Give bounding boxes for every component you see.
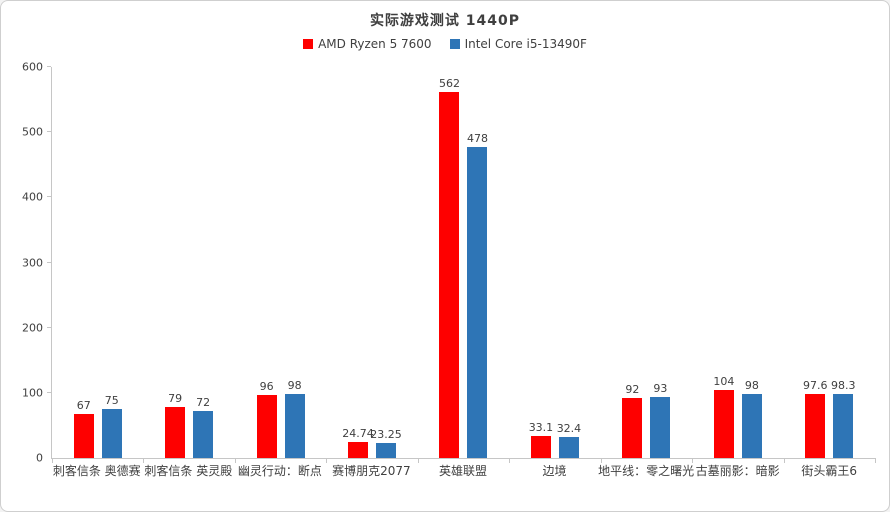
bar: 93	[650, 382, 671, 458]
bar-value-label: 24.74	[342, 426, 374, 440]
x-axis-tick	[234, 458, 236, 463]
legend-label-intel: Intel Core i5-13490F	[464, 37, 587, 51]
y-tick-label: 100	[22, 386, 43, 400]
bar-group: 92 93	[601, 67, 692, 458]
category-label: 英雄联盟	[438, 464, 487, 478]
bar-value-label: 33.1	[528, 421, 554, 435]
x-axis-tick	[509, 458, 511, 463]
y-tick-label: 500	[22, 125, 43, 139]
bar-group: 24.74 23.25	[326, 67, 417, 458]
y-tick-label: 300	[22, 256, 43, 269]
x-axis-tick	[875, 458, 876, 463]
y-axis-tick	[47, 326, 51, 328]
y-axis-tick	[47, 66, 51, 67]
y-axis-tick	[47, 131, 51, 133]
bar: 96	[256, 380, 277, 458]
bar: 92	[622, 383, 643, 458]
bar-value-label: 67	[76, 399, 91, 413]
bar-group: 67 75	[52, 67, 143, 458]
x-axis-tick	[143, 458, 145, 463]
bar: 97.6	[803, 379, 828, 458]
bar-value-label: 98.3	[831, 378, 856, 392]
bar-value-label: 562	[438, 76, 460, 90]
bar-group: 33.1 32.4	[509, 67, 600, 458]
bar: 79	[165, 392, 186, 458]
bar-value-label: 32.4	[556, 421, 582, 435]
y-axis-tick	[47, 196, 51, 198]
legend-label-amd: AMD Ryzen 5 7600	[318, 37, 432, 51]
chart-title: 实际游戏测试 1440P	[369, 13, 521, 29]
y-tick-label: 0	[36, 451, 43, 465]
bar-value-label: 93	[653, 382, 668, 396]
bar-value-label: 75	[104, 394, 119, 408]
category-label: 刺客信条 英灵殿	[144, 464, 233, 478]
bar-value-label: 92	[625, 383, 640, 397]
bar-value-label: 23.25	[370, 427, 402, 441]
bar: 98	[284, 379, 305, 458]
bar-value-label: 478	[466, 131, 488, 145]
bar: 75	[101, 394, 122, 458]
legend-swatch-amd	[303, 39, 314, 49]
x-axis-tick	[692, 458, 694, 463]
category-label: 幽灵行动：断点	[237, 464, 322, 478]
x-axis-tick	[600, 458, 602, 463]
bar: 33.1	[529, 421, 553, 458]
plot-area: 67 75 79 72 96 98 24.74 23.25 562 478 33.1 32.4 92 93…	[47, 66, 876, 463]
bar: 24.74	[342, 427, 374, 458]
bar-group: 562 478	[418, 67, 509, 458]
bar-value-label: 98	[287, 379, 302, 393]
bar: 104	[713, 375, 734, 458]
x-axis-labels: 刺客信条 奥德赛 刺客信条 英灵殿 幽灵行动：断点 赛博朋克2077 英雄联盟 边境 地平线…	[51, 462, 875, 484]
category-label: 地平线：零之曙光	[598, 464, 695, 478]
bar: 98.3	[831, 379, 856, 458]
bar: 32.4	[557, 422, 581, 458]
bar-value-label: 79	[168, 391, 183, 405]
bar-value-label: 96	[259, 380, 274, 394]
bar: 562	[439, 77, 460, 458]
y-tick-label: 600	[22, 60, 43, 74]
bar-group: 97.6 98.3	[784, 67, 875, 458]
bar: 72	[193, 396, 214, 458]
category-label: 古墓丽影：暗影	[695, 464, 780, 478]
bar-value-label: 97.6	[803, 379, 828, 393]
legend-item-intel: Intel Core i5-13490F	[449, 37, 587, 51]
bar: 67	[73, 399, 94, 458]
x-axis-tick	[417, 458, 419, 463]
bar: 98	[741, 379, 762, 458]
y-axis-tick	[47, 261, 51, 263]
bar-value-label: 98	[744, 379, 759, 393]
bar: 23.25	[370, 428, 402, 458]
legend-swatch-intel	[449, 39, 460, 49]
x-axis-tick	[783, 458, 785, 463]
x-axis-tick	[326, 458, 328, 463]
category-label: 刺客信条 奥德赛	[52, 464, 141, 478]
chart-legend: AMD Ryzen 5 7600 Intel Core i5-13490F	[1, 37, 889, 51]
bar-group: 79 72	[143, 67, 234, 458]
category-label: 街头霸王6	[801, 464, 858, 478]
legend-item-amd: AMD Ryzen 5 7600	[303, 37, 432, 51]
category-label: 边境	[542, 464, 567, 478]
x-axis-tick	[52, 458, 53, 463]
bar-group: 96 98	[235, 67, 326, 458]
y-tick-label: 400	[22, 190, 43, 204]
y-axis-labels: 0 100 200 300 400 500 600	[1, 61, 43, 465]
y-tick-label: 200	[22, 321, 43, 335]
bar-value-label: 104	[713, 375, 735, 389]
category-label: 赛博朋克2077	[332, 464, 411, 478]
bar: 478	[467, 132, 488, 458]
bar-value-label: 72	[196, 396, 211, 410]
bar-group: 104 98	[692, 67, 783, 458]
y-axis-tick	[47, 391, 51, 393]
